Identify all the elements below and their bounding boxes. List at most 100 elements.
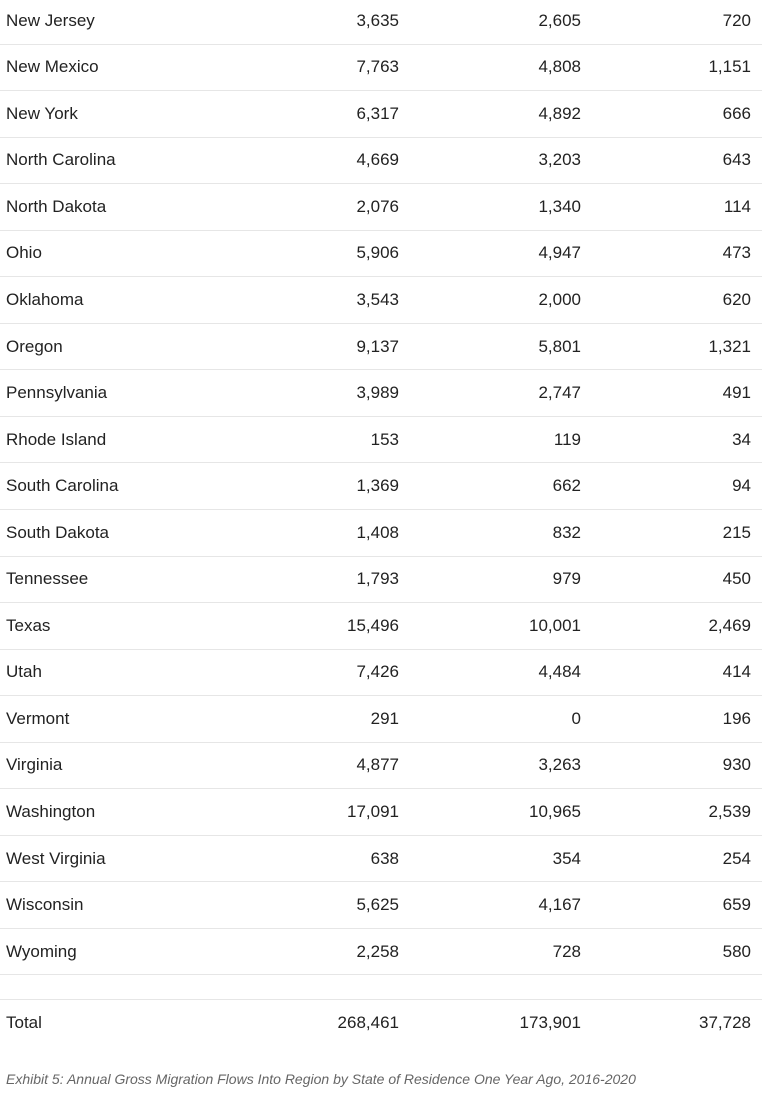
table-row: Ohio 5,906 4,947 473 — [0, 230, 762, 278]
value-cell-col2: 354 — [408, 835, 590, 883]
value-cell-col2: 1,340 — [408, 183, 590, 231]
state-cell: North Carolina — [0, 137, 228, 185]
value-cell-col2: 4,808 — [408, 44, 590, 92]
value-cell-col1: 638 — [228, 835, 408, 883]
value-cell-col1: 153 — [228, 416, 408, 464]
state-cell: North Dakota — [0, 183, 228, 231]
value-cell-col3: 254 — [590, 835, 762, 883]
table-row: Wisconsin 5,625 4,167 659 — [0, 881, 762, 929]
value-cell-col3: 2,469 — [590, 602, 762, 650]
value-cell-col2: 3,263 — [408, 742, 590, 790]
value-cell-col1: 4,877 — [228, 742, 408, 790]
value-cell-col3: 580 — [590, 928, 762, 976]
table-row: New York 6,317 4,892 666 — [0, 90, 762, 138]
table-row: South Dakota 1,408 832 215 — [0, 509, 762, 557]
state-cell: New York — [0, 90, 228, 138]
table-row: New Jersey 3,635 2,605 720 — [0, 0, 762, 45]
table-row: Wyoming 2,258 728 580 — [0, 928, 762, 976]
value-cell-col1: 2,258 — [228, 928, 408, 976]
value-cell-col2: 119 — [408, 416, 590, 464]
table-row: Utah 7,426 4,484 414 — [0, 649, 762, 697]
table-row: Oregon 9,137 5,801 1,321 — [0, 323, 762, 371]
value-cell-col1: 3,635 — [228, 0, 408, 45]
value-cell-col2: 10,965 — [408, 788, 590, 836]
value-cell-col2: 2,000 — [408, 276, 590, 324]
value-cell-col2: 2,747 — [408, 369, 590, 417]
state-cell: Wisconsin — [0, 881, 228, 929]
total-col3: 37,728 — [699, 1013, 751, 1033]
value-cell-col3: 643 — [590, 137, 762, 185]
value-cell-col3: 34 — [590, 416, 762, 464]
table-row: Virginia 4,877 3,263 930 — [0, 742, 762, 790]
value-cell-col3: 114 — [590, 183, 762, 231]
value-cell-col1: 1,369 — [228, 462, 408, 510]
value-cell-col1: 1,793 — [228, 556, 408, 604]
state-cell: New Mexico — [0, 44, 228, 92]
state-cell: Washington — [0, 788, 228, 836]
table-row: Vermont 291 0 196 — [0, 695, 762, 743]
value-cell-col2: 4,484 — [408, 649, 590, 697]
value-cell-col3: 620 — [590, 276, 762, 324]
state-cell: South Carolina — [0, 462, 228, 510]
table-row: North Dakota 2,076 1,340 114 — [0, 183, 762, 231]
state-cell: Texas — [0, 602, 228, 650]
value-cell-col2: 4,167 — [408, 881, 590, 929]
value-cell-col3: 491 — [590, 369, 762, 417]
value-cell-col2: 0 — [408, 695, 590, 743]
value-cell-col3: 930 — [590, 742, 762, 790]
value-cell-col1: 7,426 — [228, 649, 408, 697]
table-row: North Carolina 4,669 3,203 643 — [0, 137, 762, 185]
state-cell: Vermont — [0, 695, 228, 743]
value-cell-col3: 659 — [590, 881, 762, 929]
state-cell: Oregon — [0, 323, 228, 371]
value-cell-col3: 473 — [590, 230, 762, 278]
value-cell-col3: 94 — [590, 462, 762, 510]
value-cell-col2: 728 — [408, 928, 590, 976]
value-cell-col1: 4,669 — [228, 137, 408, 185]
value-cell-col3: 196 — [590, 695, 762, 743]
value-cell-col1: 7,763 — [228, 44, 408, 92]
table-row: South Carolina 1,369 662 94 — [0, 462, 762, 510]
value-cell-col3: 450 — [590, 556, 762, 604]
value-cell-col2: 4,947 — [408, 230, 590, 278]
migration-table: New Jersey 3,635 2,605 720 New Mexico 7,763 4,… — [0, 0, 762, 1047]
state-cell: Oklahoma — [0, 276, 228, 324]
value-cell-col2: 662 — [408, 462, 590, 510]
total-col1: 268,461 — [337, 1013, 399, 1033]
value-cell-col1: 3,543 — [228, 276, 408, 324]
value-cell-col3: 414 — [590, 649, 762, 697]
value-cell-col3: 1,321 — [590, 323, 762, 371]
spacer-row — [0, 974, 762, 1001]
state-cell: Utah — [0, 649, 228, 697]
table-row: Pennsylvania 3,989 2,747 491 — [0, 369, 762, 417]
value-cell-col2: 832 — [408, 509, 590, 557]
table-caption: Exhibit 5: Annual Gross Migration Flows … — [6, 1071, 636, 1087]
spacer-cell — [0, 974, 762, 1001]
state-cell: West Virginia — [0, 835, 228, 883]
table-row: New Mexico 7,763 4,808 1,151 — [0, 44, 762, 92]
value-cell-col2: 10,001 — [408, 602, 590, 650]
state-cell: Ohio — [0, 230, 228, 278]
value-cell-col1: 1,408 — [228, 509, 408, 557]
value-cell-col1: 291 — [228, 695, 408, 743]
table-row: Texas 15,496 10,001 2,469 — [0, 602, 762, 650]
state-cell: New Jersey — [0, 0, 228, 45]
value-cell-col2: 5,801 — [408, 323, 590, 371]
table-row: Oklahoma 3,543 2,000 620 — [0, 276, 762, 324]
value-cell-col3: 2,539 — [590, 788, 762, 836]
value-cell-col2: 4,892 — [408, 90, 590, 138]
value-cell-col3: 720 — [590, 0, 762, 45]
table-row: Rhode Island 153 119 34 — [0, 416, 762, 464]
total-row: Total 268,461 173,901 37,728 — [0, 1000, 762, 1047]
total-label: Total — [6, 1013, 42, 1033]
value-cell-col3: 215 — [590, 509, 762, 557]
value-cell-col1: 9,137 — [228, 323, 408, 371]
value-cell-col1: 2,076 — [228, 183, 408, 231]
state-cell: Virginia — [0, 742, 228, 790]
value-cell-col1: 5,625 — [228, 881, 408, 929]
table-row: West Virginia 638 354 254 — [0, 835, 762, 883]
value-cell-col2: 2,605 — [408, 0, 590, 45]
table-body: New Jersey 3,635 2,605 720 New Mexico 7,763 4,… — [0, 0, 762, 1047]
state-cell: Rhode Island — [0, 416, 228, 464]
